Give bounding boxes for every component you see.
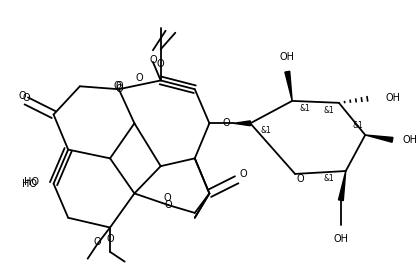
Polygon shape xyxy=(365,135,393,142)
Text: O: O xyxy=(19,91,26,101)
Text: O: O xyxy=(106,234,114,244)
Text: OH: OH xyxy=(402,135,417,145)
Text: O: O xyxy=(23,93,30,103)
Text: O: O xyxy=(115,81,123,91)
Text: &1: &1 xyxy=(323,106,334,115)
Text: O: O xyxy=(113,81,121,91)
Text: O: O xyxy=(165,200,172,210)
Text: O: O xyxy=(157,59,165,69)
Text: O: O xyxy=(240,169,247,179)
Text: O: O xyxy=(222,118,230,128)
Text: O: O xyxy=(164,193,171,203)
Text: O: O xyxy=(115,84,123,94)
Text: HO: HO xyxy=(24,177,39,187)
Text: &1: &1 xyxy=(352,121,363,130)
Text: OH: OH xyxy=(333,234,348,244)
Polygon shape xyxy=(234,121,250,126)
Text: O: O xyxy=(93,237,101,247)
Text: &1: &1 xyxy=(300,104,311,113)
Text: O: O xyxy=(136,73,143,83)
Text: HO: HO xyxy=(22,179,37,189)
Text: &1: &1 xyxy=(323,174,334,183)
Text: OH: OH xyxy=(280,52,295,62)
Polygon shape xyxy=(339,171,346,201)
Text: O: O xyxy=(149,55,157,65)
Polygon shape xyxy=(285,71,292,101)
Text: OH: OH xyxy=(386,93,401,103)
Text: &1: &1 xyxy=(260,126,271,134)
Text: O: O xyxy=(296,174,304,184)
